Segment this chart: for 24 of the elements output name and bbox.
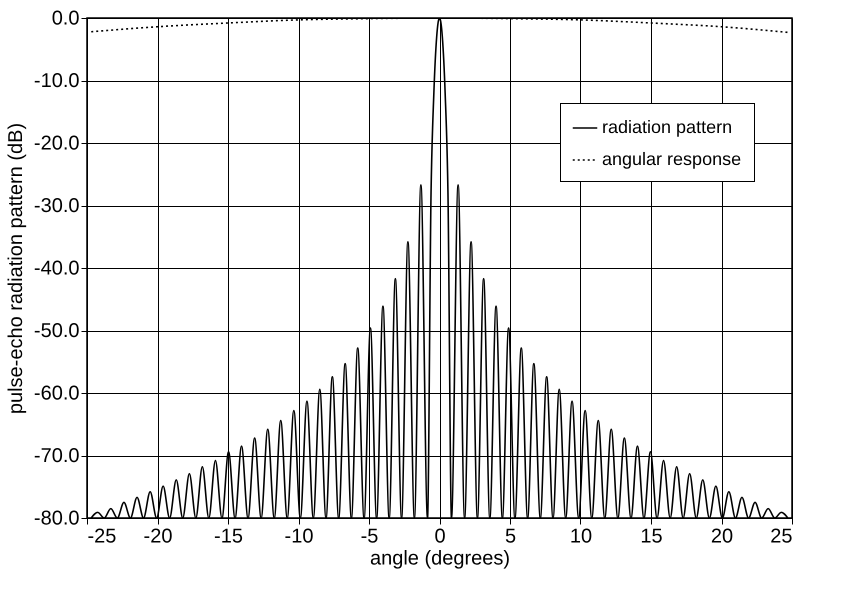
x-tick-label: 25	[770, 526, 792, 548]
y-tick-label: -40.0	[34, 258, 80, 280]
y-tick-label: -60.0	[34, 382, 80, 404]
legend-label: angular response	[602, 149, 742, 169]
x-tick-label: 0	[434, 526, 446, 548]
x-tick-label: 20	[710, 526, 734, 548]
y-tick-label: 0.0	[52, 8, 80, 30]
legend-label: radiation pattern	[602, 117, 732, 137]
x-tick-label: -15	[214, 526, 243, 548]
x-tick-label: 5	[504, 526, 516, 548]
x-tick-label: -25	[88, 526, 116, 548]
x-tick-label: -10	[284, 526, 314, 548]
y-tick-label: -10.0	[34, 70, 80, 92]
y-tick-label: -70.0	[34, 445, 80, 467]
y-tick-label: -20.0	[34, 132, 80, 154]
x-tick-label: 10	[570, 526, 592, 548]
x-tick-label: 15	[640, 526, 663, 548]
x-tick-label: -5	[360, 526, 378, 548]
x-axis-title: angle (degrees)	[370, 548, 510, 570]
x-tick-label: -20	[144, 526, 172, 548]
y-axis-title: pulse-echo radiation pattern (dB)	[4, 122, 27, 414]
y-tick-label: -50.0	[34, 320, 80, 342]
y-tick-label: -30.0	[34, 195, 80, 217]
y-tick-label: -80.0	[34, 508, 80, 530]
